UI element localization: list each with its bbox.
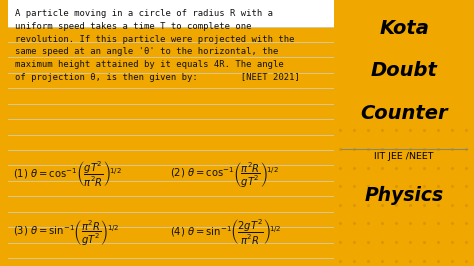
Text: A particle moving in a circle of radius R with a
uniform speed takes a time T to: A particle moving in a circle of radius … <box>15 9 300 81</box>
Text: Kota: Kota <box>379 19 429 38</box>
Text: Doubt: Doubt <box>371 61 438 80</box>
Bar <box>0 0 9 266</box>
Text: IIT JEE /NEET: IIT JEE /NEET <box>374 152 434 161</box>
Text: (4) $\theta = \sin^{-1}\!{}^{\!}\left(\dfrac{2gT^2}{\pi^2 R}\right)^{\!1/2}$: (4) $\theta = \sin^{-1}\!{}^{\!}\left(\d… <box>171 218 282 247</box>
Text: (3) $\theta = \sin^{-1}\!\left(\dfrac{\pi^2 R}{gT^2}\right)^{\!1/2}$: (3) $\theta = \sin^{-1}\!\left(\dfrac{\p… <box>13 218 119 247</box>
Bar <box>340 8 468 106</box>
Bar <box>0 0 334 27</box>
Text: (2) $\theta = \cos^{-1}\!\left(\dfrac{\pi^2 R}{gT^2}\right)^{\!1/2}$: (2) $\theta = \cos^{-1}\!\left(\dfrac{\p… <box>171 160 279 189</box>
Text: Physics: Physics <box>365 186 444 205</box>
Text: Counter: Counter <box>360 104 448 123</box>
Text: (1) $\theta = \cos^{-1}\!\left(\dfrac{gT^2}{\pi^2 R}\right)^{\!1/2}$: (1) $\theta = \cos^{-1}\!\left(\dfrac{gT… <box>13 160 122 189</box>
